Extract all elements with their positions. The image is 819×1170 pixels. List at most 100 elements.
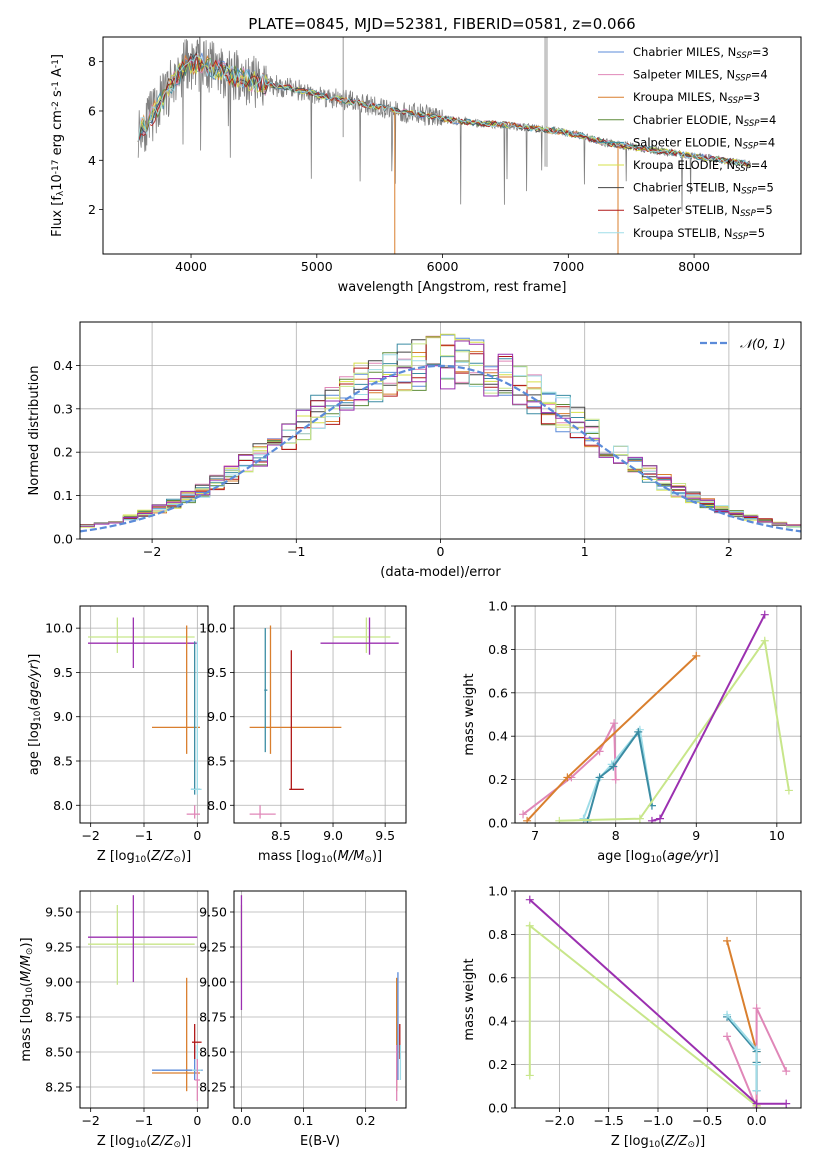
weight-point (525, 895, 534, 904)
y-tick-label: 9.25 (199, 940, 227, 955)
y-tick-label: 8.75 (45, 1010, 73, 1025)
panel-age_vs_mass: 8.5 9.0 9.5 8.0 8.5 9.0 9.5 10.0 mass [log10(M/M… (199, 605, 407, 865)
y-tick-label: 4 (88, 153, 96, 168)
y-axis-label: mass [log10(M/M⊙)] (19, 937, 35, 1061)
x-tick-label: 8 (612, 828, 620, 843)
weight-point (760, 636, 769, 645)
y-tick-label: 9.25 (45, 940, 73, 955)
axes-frame (514, 605, 802, 824)
weight-point (595, 747, 604, 756)
plot-area-weight_vs_Z (525, 895, 791, 1108)
plot-area-mass_vs_Z (88, 895, 203, 1101)
x-tick-label: 0 (193, 828, 201, 843)
axes-frame (514, 890, 802, 1109)
weight-series-line (522, 722, 617, 816)
x-tick-label: −2 (143, 544, 161, 559)
weight-point (555, 816, 564, 823)
weight-series-line (651, 614, 766, 822)
x-tick-label: −0.5 (692, 1113, 722, 1128)
x-tick-label: 4000 (175, 259, 207, 274)
chart-title: PLATE=0845, MJD=52381, FIBERID=0581, z=0… (248, 15, 635, 33)
legend-entry: Kroupa MILES, NSSP=3 (633, 90, 760, 106)
y-axis-label: mass weight (462, 958, 477, 1040)
y-tick-label: 9.00 (199, 975, 227, 990)
x-axis-label: (data-model)/error (380, 565, 501, 580)
x-tick-label: −1.5 (594, 1113, 624, 1128)
legend-entry: Chabrier MILES, NSSP=3 (633, 45, 769, 61)
x-axis-label: wavelength [Angstrom, rest frame] (338, 280, 567, 295)
weight-point (782, 1099, 791, 1108)
y-tick-label: 8.0 (53, 798, 73, 813)
weight-series-line (528, 923, 758, 1107)
panel-mass_vs_Z: −2 −1 0 8.25 8.50 8.75 9.00 9.25 9.50 Z [log10(Z/… (19, 890, 209, 1150)
x-axis-label: Z [log10(Z/Z⊙)] (97, 1134, 191, 1150)
x-tick-label: 0.1 (294, 1113, 314, 1128)
weight-point (647, 816, 656, 823)
residual-histogram (80, 340, 801, 530)
y-tick-label: 0.3 (53, 401, 73, 416)
weight-point (635, 814, 644, 823)
x-tick-label: −2 (81, 1113, 99, 1128)
y-tick-label: 9.0 (207, 709, 227, 724)
legend-entry: Chabrier ELODIE, NSSP=4 (633, 113, 776, 129)
weight-series-line (582, 727, 653, 820)
plot-area-weight_vs_age (519, 610, 793, 823)
x-axis-label: mass [log10(M/M⊙)] (258, 849, 382, 865)
x-tick-label: 9 (692, 828, 700, 843)
weight-point (610, 719, 619, 728)
weight-point (525, 1071, 534, 1080)
plot-area-mass_vs_ebv (240, 895, 402, 1101)
y-tick-label: 8.50 (199, 1045, 227, 1060)
axes-frame (79, 321, 802, 540)
weight-point (723, 936, 732, 945)
weight-point (525, 921, 534, 930)
weight-point (634, 727, 643, 736)
plot-area-age_vs_Z (88, 617, 202, 819)
y-axis-label: mass weight (462, 673, 477, 755)
y-tick-label: 9.00 (45, 975, 73, 990)
x-tick-label: 2 (725, 544, 733, 559)
gaussian-curve (80, 364, 801, 533)
y-tick-label: 0.4 (53, 358, 73, 373)
y-tick-label: 0.4 (488, 1014, 508, 1029)
y-axis-label: age [log10(age/yr)] (27, 654, 43, 776)
x-tick-label: 9.0 (323, 828, 343, 843)
legend-entry: Salpeter ELODIE, NSSP=4 (633, 135, 775, 151)
axes-frame (102, 36, 802, 255)
weight-point (595, 773, 604, 782)
x-tick-label: 10 (769, 828, 785, 843)
legend-entry: Salpeter MILES, NSSP=4 (633, 68, 768, 84)
x-tick-label: 0.0 (232, 1113, 252, 1128)
y-tick-label: 8.25 (199, 1080, 227, 1095)
x-tick-label: −2.0 (544, 1113, 574, 1128)
x-tick-label: 0.0 (747, 1113, 767, 1128)
panel-weight_vs_Z: −2.0 −1.5 −1.0 −0.5 0.0 0.0 0.2 0.4 0.6 0.8 1.0 Z [… (462, 884, 802, 1150)
y-tick-label: 0.8 (488, 927, 508, 942)
weight-series-line (726, 1014, 758, 1091)
x-tick-label: 9.5 (375, 828, 395, 843)
weight-point (656, 814, 665, 823)
y-tick-label: 0.1 (53, 488, 73, 503)
y-tick-label: 10.0 (199, 621, 227, 636)
y-tick-label: 9.0 (53, 709, 73, 724)
y-tick-label: 0.0 (53, 532, 73, 547)
x-tick-label: 7000 (552, 259, 584, 274)
weight-point (611, 775, 620, 784)
weight-point (579, 814, 588, 823)
x-axis-label: E(B-V) (300, 1134, 340, 1149)
panel-weight_vs_age: 7 8 9 10 0.0 0.2 0.4 0.6 0.8 1.0 age [log10(age/yr… (462, 599, 802, 865)
weight-point (752, 1045, 761, 1054)
y-tick-label: 6 (88, 103, 96, 118)
x-tick-label: 6000 (427, 259, 459, 274)
axes-frame (233, 605, 407, 824)
plot-area-spectrum (137, 37, 751, 254)
y-tick-label: 10.0 (45, 621, 73, 636)
y-tick-label: 0.6 (488, 685, 508, 700)
legend-entry: 𝒩(0, 1) (740, 336, 786, 351)
x-tick-label: 8.5 (271, 828, 291, 843)
panel-mass_vs_ebv: 0.0 0.1 0.2 8.25 8.50 8.75 9.00 9.25 9.50 E(B-V) (199, 890, 407, 1149)
y-tick-label: 8 (88, 54, 96, 69)
plot-area-age_vs_mass (249, 617, 399, 819)
weight-point (563, 773, 572, 782)
axes-frame (233, 890, 407, 1109)
